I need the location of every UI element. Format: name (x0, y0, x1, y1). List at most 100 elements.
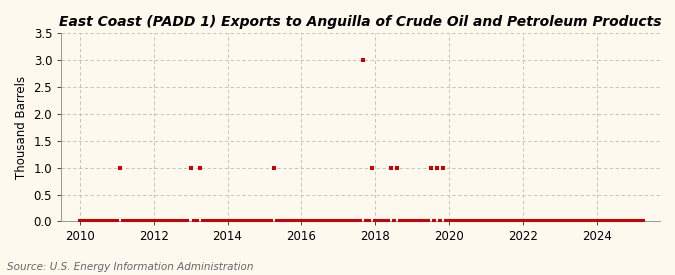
Point (90, 219, 101, 224)
Point (586, 219, 597, 224)
Point (573, 219, 584, 224)
Point (84, 219, 95, 224)
Point (336, 219, 347, 224)
Point (447, 219, 458, 224)
Point (423, 219, 433, 224)
Point (583, 219, 593, 224)
Point (508, 219, 519, 224)
Point (290, 219, 300, 224)
Point (468, 219, 479, 224)
Point (431, 165, 442, 170)
Point (228, 219, 239, 224)
Point (234, 219, 245, 224)
Point (96, 219, 107, 224)
Point (250, 219, 261, 224)
Point (601, 219, 612, 224)
Point (370, 219, 381, 224)
Point (395, 219, 406, 224)
Point (86, 219, 97, 224)
Point (614, 219, 624, 224)
Point (567, 219, 578, 224)
Point (117, 219, 128, 224)
Point (99, 219, 110, 224)
Point (459, 219, 470, 224)
Point (170, 219, 181, 224)
Point (392, 165, 402, 170)
Point (358, 58, 369, 62)
Point (142, 219, 153, 224)
Point (121, 219, 132, 224)
Point (512, 219, 522, 224)
Point (198, 219, 209, 224)
Point (506, 219, 516, 224)
Point (481, 219, 491, 224)
Point (102, 219, 113, 224)
Point (167, 219, 178, 224)
Point (561, 219, 572, 224)
Point (533, 219, 544, 224)
Point (524, 219, 535, 224)
Point (413, 219, 424, 224)
Point (185, 165, 196, 170)
Point (176, 219, 187, 224)
Point (225, 219, 236, 224)
Point (145, 219, 156, 224)
Point (620, 219, 630, 224)
Point (404, 219, 414, 224)
Point (136, 219, 146, 224)
Point (410, 219, 421, 224)
Point (551, 219, 562, 224)
Point (80, 219, 91, 224)
Point (318, 219, 329, 224)
Point (148, 219, 159, 224)
Point (207, 219, 217, 224)
Point (265, 219, 276, 224)
Point (484, 219, 495, 224)
Point (139, 219, 150, 224)
Point (537, 219, 547, 224)
Point (216, 219, 227, 224)
Point (389, 219, 400, 224)
Point (555, 219, 566, 224)
Point (74, 219, 85, 224)
Point (610, 219, 621, 224)
Point (530, 219, 541, 224)
Point (626, 219, 637, 224)
Point (219, 219, 230, 224)
Point (635, 219, 646, 224)
Point (435, 219, 446, 224)
Point (127, 219, 138, 224)
Point (232, 219, 242, 224)
Point (188, 219, 199, 224)
Point (579, 219, 590, 224)
Point (78, 219, 88, 224)
Point (293, 219, 304, 224)
Point (521, 219, 532, 224)
Point (493, 219, 504, 224)
Point (364, 219, 375, 224)
Point (539, 219, 550, 224)
Point (502, 219, 513, 224)
Point (253, 219, 264, 224)
Point (438, 165, 449, 170)
Point (348, 219, 359, 224)
Point (275, 219, 286, 224)
Point (429, 219, 439, 224)
Point (124, 219, 134, 224)
Point (311, 219, 322, 224)
Point (315, 219, 325, 224)
Point (628, 219, 639, 224)
Point (327, 219, 338, 224)
Point (407, 219, 418, 224)
Point (296, 219, 307, 224)
Point (111, 219, 122, 224)
Point (518, 219, 529, 224)
Point (466, 219, 477, 224)
Point (589, 219, 599, 224)
Point (194, 165, 205, 170)
Point (416, 219, 427, 224)
Point (576, 219, 587, 224)
Point (179, 219, 190, 224)
Point (200, 219, 211, 224)
Point (305, 219, 316, 224)
